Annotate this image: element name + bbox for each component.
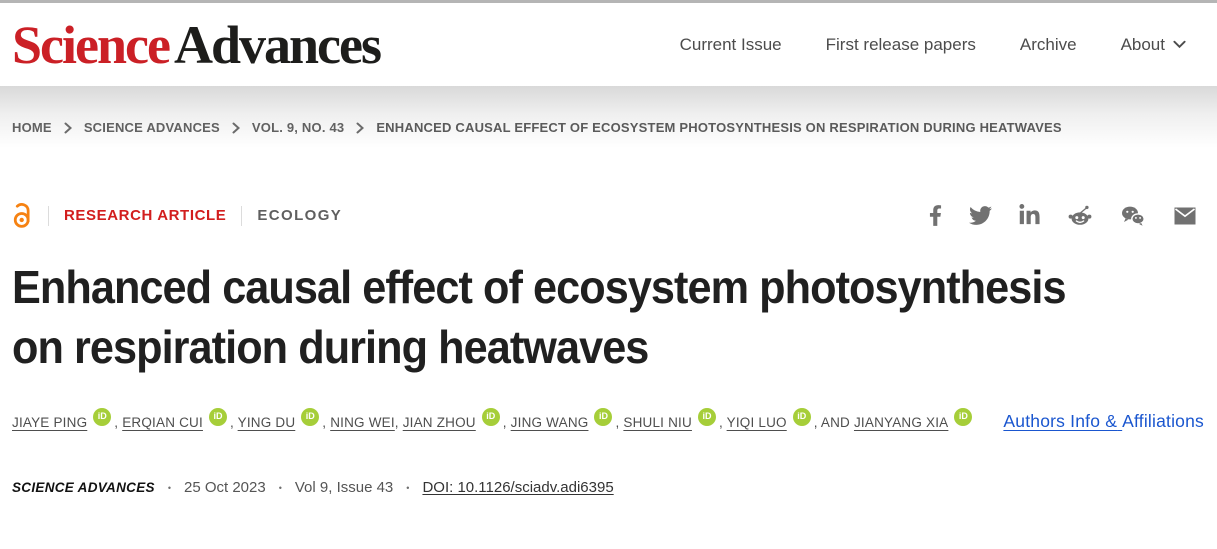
email-icon[interactable] xyxy=(1173,206,1197,226)
chevron-right-icon xyxy=(63,122,73,134)
author-link[interactable]: JING WANG xyxy=(510,415,589,430)
open-access-icon xyxy=(12,202,33,229)
citation-bullet: • xyxy=(406,482,410,493)
article-meta-row: RESEARCH ARTICLE ECOLOGY xyxy=(12,202,1205,229)
author-link[interactable]: JIAN ZHOU xyxy=(402,415,476,430)
journal-name: SCIENCE ADVANCES xyxy=(12,480,155,495)
author-separator: , xyxy=(322,415,331,430)
author-separator: , xyxy=(394,415,403,430)
author-link[interactable]: ERQIAN CUI xyxy=(122,415,203,430)
breadcrumb-volume-issue[interactable]: VOL. 9, NO. 43 xyxy=(251,120,345,135)
orcid-icon[interactable]: iD xyxy=(954,407,973,426)
citation-bullet: • xyxy=(278,482,282,493)
twitter-icon[interactable] xyxy=(969,204,992,227)
science-advances-logo[interactable]: ScienceAdvances xyxy=(12,14,382,75)
author-separator: , xyxy=(114,415,123,430)
author-separator: , xyxy=(813,415,821,430)
publication-date: 25 Oct 2023 xyxy=(183,479,266,496)
author-separator: , xyxy=(615,415,624,430)
author-link[interactable]: JIAYE PING xyxy=(12,415,88,430)
author-link[interactable]: JIANYANG XIA xyxy=(853,415,949,430)
facebook-icon[interactable] xyxy=(929,204,942,227)
breadcrumb-current-article: ENHANCED CAUSAL EFFECT OF ECOSYSTEM PHOT… xyxy=(376,120,1062,135)
author-separator: , xyxy=(718,415,727,430)
nav-about[interactable]: About xyxy=(1121,35,1187,55)
breadcrumb-band: HOME SCIENCE ADVANCES VOL. 9, NO. 43 ENH… xyxy=(0,86,1217,148)
orcid-icon[interactable]: iD xyxy=(697,407,716,426)
article-title-line-2: on respiration during heatwaves xyxy=(12,321,649,373)
article-header-main: RESEARCH ARTICLE ECOLOGY xyxy=(0,202,1217,496)
and-label: AND xyxy=(820,415,854,430)
citation-bullet: • xyxy=(167,482,171,493)
orcid-icon[interactable]: iD xyxy=(792,407,811,426)
orcid-icon[interactable]: iD xyxy=(481,407,500,426)
window-top-border xyxy=(0,0,1217,3)
label-divider xyxy=(48,205,49,226)
chevron-down-icon xyxy=(1172,37,1187,52)
linkedin-icon[interactable] xyxy=(1019,204,1040,227)
article-title: Enhanced causal effect of ecosystem phot… xyxy=(12,257,1133,377)
orcid-icon[interactable]: iD xyxy=(208,407,227,426)
authors-info-link[interactable]: Authors Info & Affiliations xyxy=(1003,411,1204,431)
author-separator: , xyxy=(502,415,511,430)
article-labels: RESEARCH ARTICLE ECOLOGY xyxy=(12,202,342,229)
article-type-label[interactable]: RESEARCH ARTICLE xyxy=(64,207,227,224)
breadcrumb-science-advances[interactable]: SCIENCE ADVANCES xyxy=(83,120,220,135)
chevron-right-icon xyxy=(231,122,241,134)
citation-row: SCIENCE ADVANCES • 25 Oct 2023 • Vol 9, … xyxy=(12,479,1205,496)
doi-link[interactable]: DOI: 10.1126/sciadv.adi6395 xyxy=(422,479,614,496)
author-link[interactable]: YING DU xyxy=(237,415,296,430)
author-link[interactable]: SHULI NIU xyxy=(623,415,692,430)
logo-word-advances: Advances xyxy=(173,14,382,75)
orcid-icon[interactable]: iD xyxy=(93,407,112,426)
wechat-icon[interactable] xyxy=(1120,204,1146,228)
author-link[interactable]: NING WEI xyxy=(330,415,395,430)
author-separator: , xyxy=(229,415,238,430)
site-header: ScienceAdvances Current Issue First rele… xyxy=(0,3,1217,86)
author-link[interactable]: YIQI LUO xyxy=(726,415,787,430)
orcid-icon[interactable]: iD xyxy=(301,407,320,426)
breadcrumb: HOME SCIENCE ADVANCES VOL. 9, NO. 43 ENH… xyxy=(12,120,1062,135)
chevron-right-icon xyxy=(355,122,365,134)
label-divider xyxy=(241,205,243,226)
volume-issue: Vol 9, Issue 43 xyxy=(294,479,394,496)
article-subject-label[interactable]: ECOLOGY xyxy=(257,207,343,224)
nav-first-release-papers[interactable]: First release papers xyxy=(825,34,976,54)
breadcrumb-home[interactable]: HOME xyxy=(12,120,52,135)
author-list: JIAYE PING iD, ERQIAN CUI iD, YING DU iD, N… xyxy=(12,401,1205,443)
logo-word-science: Science xyxy=(12,14,171,75)
nav-current-issue[interactable]: Current Issue xyxy=(679,34,782,54)
reddit-icon[interactable] xyxy=(1067,204,1093,228)
share-bar xyxy=(929,204,1205,228)
main-nav: Current Issue First release papers Archi… xyxy=(680,35,1203,55)
nav-archive[interactable]: Archive xyxy=(1019,34,1077,54)
article-title-line-1: Enhanced causal effect of ecosystem phot… xyxy=(12,261,1067,313)
orcid-icon[interactable]: iD xyxy=(594,407,613,426)
